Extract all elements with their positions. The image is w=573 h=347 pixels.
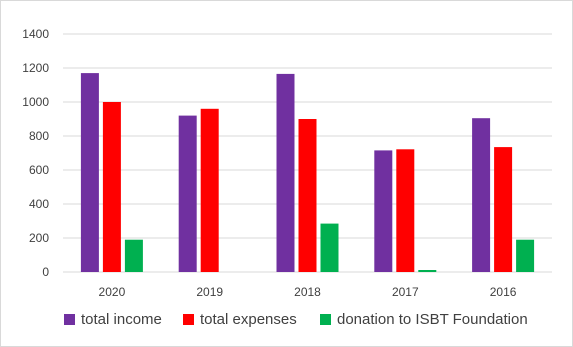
x-tick-label: 2019 — [196, 285, 223, 299]
bar-donation-to-ISBT-Foundation-2017 — [418, 270, 437, 272]
bar-total-expenses-2020 — [102, 102, 121, 272]
x-tick-label: 2016 — [490, 285, 517, 299]
legend-swatch-expenses — [183, 314, 194, 325]
y-axis-labels: 0 200 400 600 800 1000 1200 1400 — [22, 27, 49, 279]
bar-donation-to-ISBT-Foundation-2020 — [124, 239, 143, 272]
bar-donation-to-ISBT-Foundation-2018 — [320, 223, 339, 272]
bar-total-income-2018 — [276, 73, 295, 273]
x-tick-label: 2020 — [99, 285, 126, 299]
y-tick-label: 1400 — [22, 27, 49, 41]
legend-item-donation: donation to ISBT Foundation — [320, 311, 528, 328]
y-tick-label: 600 — [29, 163, 49, 177]
y-tick-label: 1200 — [22, 61, 49, 75]
bar-total-expenses-2016 — [494, 147, 513, 272]
y-tick-label: 800 — [29, 129, 49, 143]
y-tick-label: 200 — [29, 231, 49, 245]
bar-total-income-2017 — [374, 150, 393, 272]
legend-item-expenses: total expenses — [183, 311, 297, 328]
bar-total-expenses-2018 — [298, 119, 317, 272]
bar-donation-to-ISBT-Foundation-2016 — [516, 239, 535, 272]
bar-total-expenses-2017 — [396, 149, 415, 272]
legend-label-expenses: total expenses — [200, 311, 297, 328]
legend-swatch-income — [64, 314, 75, 325]
bar-total-income-2019 — [178, 115, 197, 272]
y-tick-label: 0 — [42, 265, 49, 279]
bar-total-expenses-2019 — [200, 108, 219, 272]
bar-total-income-2020 — [80, 73, 99, 272]
x-axis-labels: 2020 2019 2018 2017 2016 — [99, 285, 517, 299]
legend: total income total expenses donation to … — [0, 311, 573, 341]
legend-label-donation: donation to ISBT Foundation — [337, 311, 528, 328]
bars — [80, 73, 535, 273]
legend-item-income: total income — [64, 311, 162, 328]
x-tick-label: 2018 — [294, 285, 321, 299]
legend-label-income: total income — [81, 311, 162, 328]
x-tick-label: 2017 — [392, 285, 419, 299]
legend-swatch-donation — [320, 314, 331, 325]
y-tick-label: 400 — [29, 197, 49, 211]
y-tick-label: 1000 — [22, 95, 49, 109]
bar-total-income-2016 — [472, 118, 491, 272]
